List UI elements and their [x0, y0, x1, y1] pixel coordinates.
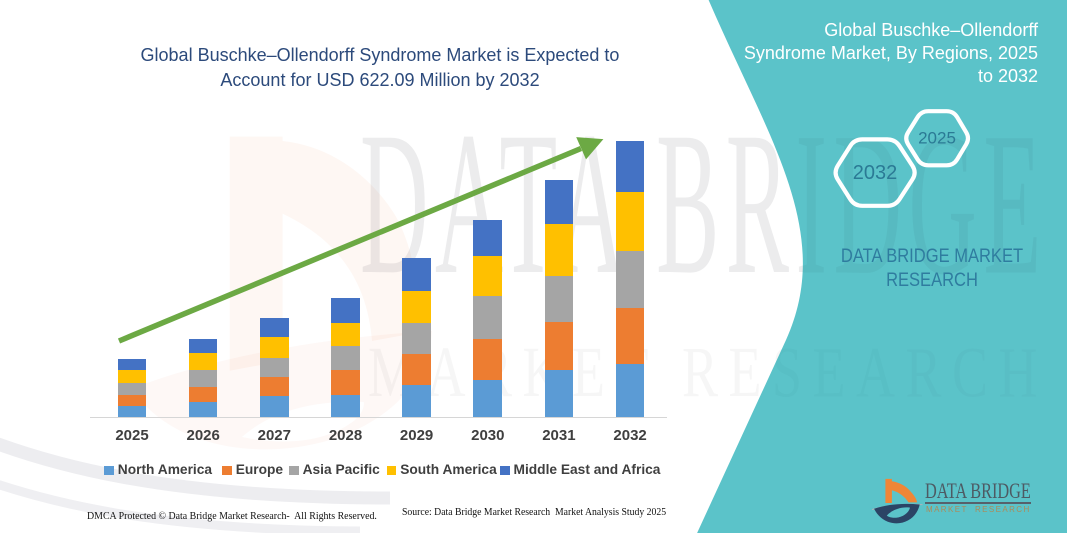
svg-text:2025: 2025 [918, 129, 956, 148]
svg-text:2032: 2032 [853, 162, 898, 184]
